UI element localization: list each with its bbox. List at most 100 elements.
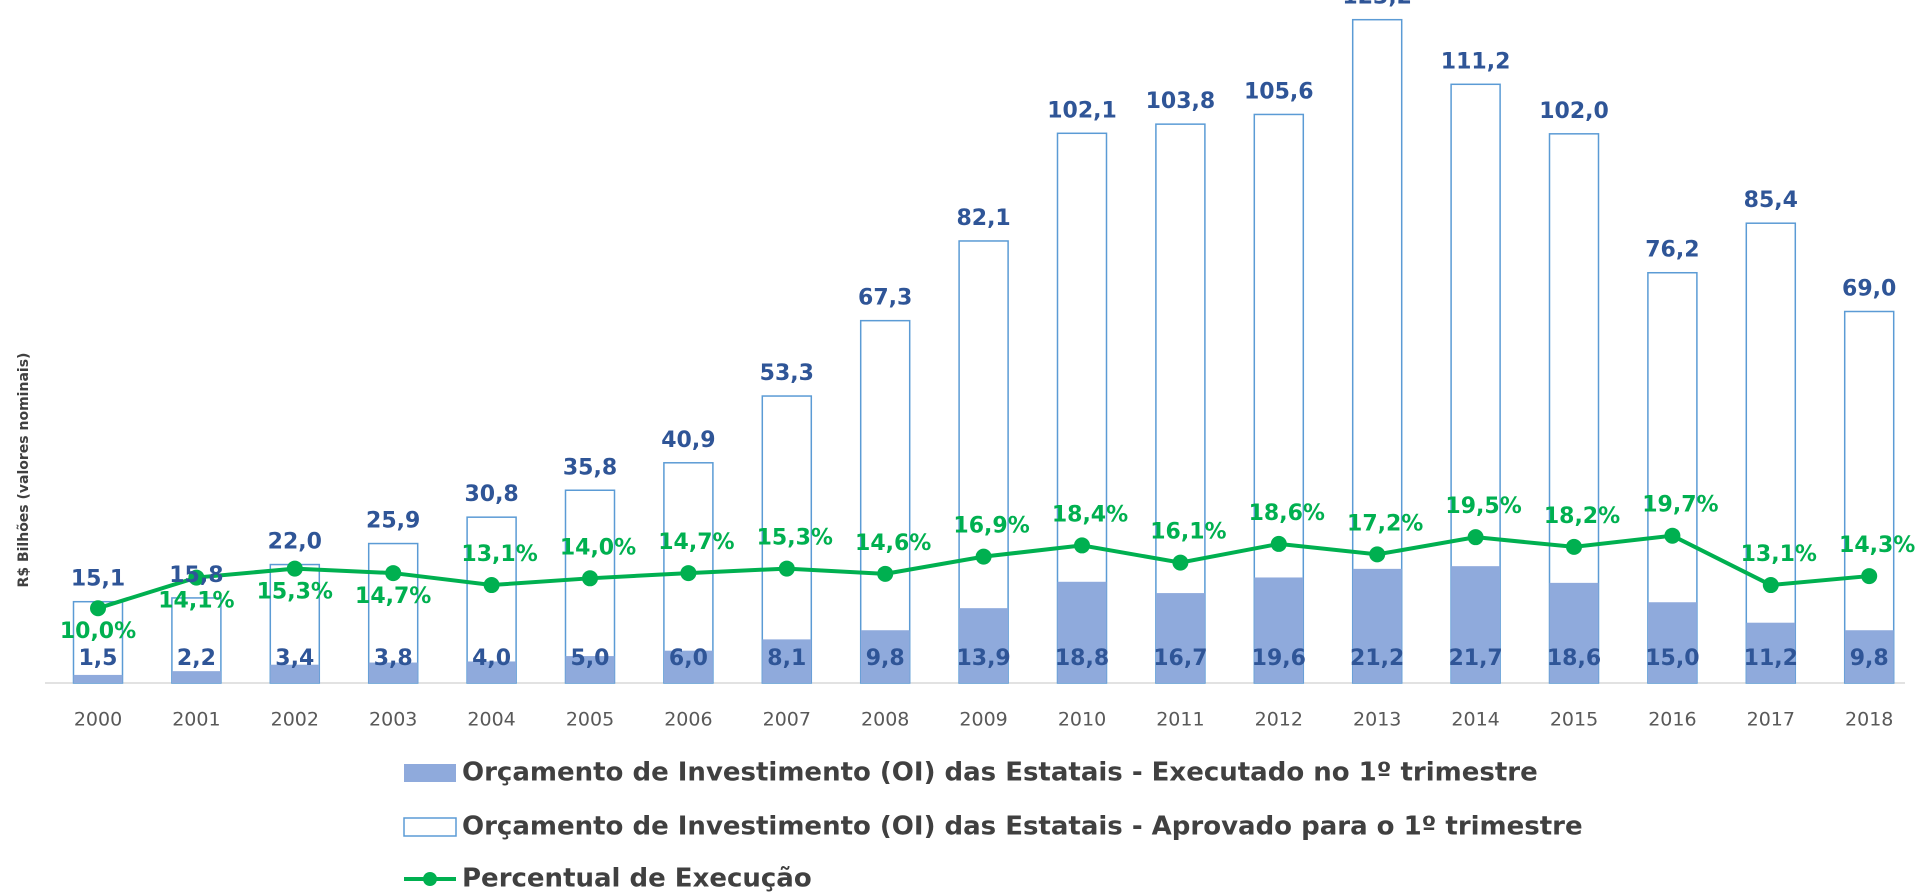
approved-label: 22,0 xyxy=(268,530,322,555)
x-tick-label: 2005 xyxy=(566,709,614,731)
executed-label: 4,0 xyxy=(472,646,511,671)
legend-label: Percentual de Execução xyxy=(462,864,812,894)
percent-dot xyxy=(1664,527,1681,544)
approved-label: 76,2 xyxy=(1645,238,1699,263)
executed-bar xyxy=(368,662,418,683)
percent-dot xyxy=(385,565,402,582)
executed-bar xyxy=(959,608,1009,683)
x-tick-label: 2017 xyxy=(1747,709,1795,731)
executed-bar xyxy=(860,630,910,683)
executed-label: 3,4 xyxy=(275,646,314,671)
approved-label: 15,8 xyxy=(169,563,223,588)
executed-bar xyxy=(1746,622,1796,683)
approved-bar xyxy=(859,319,911,684)
executed-label: 8,1 xyxy=(767,646,806,671)
executed-bar xyxy=(565,656,615,683)
percent-dot xyxy=(1467,529,1484,546)
percent-label: 13,1% xyxy=(461,542,537,567)
x-tick-label: 2009 xyxy=(959,709,1007,731)
x-tick-label: 2012 xyxy=(1255,709,1303,731)
x-tick-label: 2002 xyxy=(271,709,319,731)
approved-label: 123,2 xyxy=(1342,0,1412,10)
executed-bar xyxy=(1844,630,1894,683)
x-tick-label: 2011 xyxy=(1156,709,1204,731)
percent-label: 13,1% xyxy=(1741,542,1817,567)
executed-bar xyxy=(1451,566,1501,683)
percent-dot xyxy=(286,560,303,577)
percent-label: 19,7% xyxy=(1642,493,1718,518)
executed-bar xyxy=(467,661,517,683)
y-axis-label: R$ Bilhões (valores nominais) xyxy=(16,353,32,588)
percent-dot xyxy=(975,548,992,565)
legend-label: Orçamento de Investimento (OI) das Estat… xyxy=(462,812,1583,842)
percent-label: 16,9% xyxy=(953,514,1029,539)
percent-label: 18,2% xyxy=(1544,504,1620,529)
executed-label: 11,2 xyxy=(1744,646,1798,671)
executed-label: 18,8 xyxy=(1055,646,1109,671)
percent-label: 14,3% xyxy=(1839,533,1915,558)
legend-label: Orçamento de Investimento (OI) das Estat… xyxy=(462,758,1538,788)
approved-label: 67,3 xyxy=(858,286,912,311)
percent-dot xyxy=(680,565,697,582)
executed-label: 15,0 xyxy=(1645,646,1699,671)
executed-label: 21,2 xyxy=(1350,646,1404,671)
approved-label: 102,0 xyxy=(1539,99,1609,124)
x-tick-label: 2003 xyxy=(369,709,417,731)
executed-label: 9,8 xyxy=(866,646,905,671)
approved-bar xyxy=(466,516,517,684)
percent-label: 14,6% xyxy=(855,531,931,556)
approved-label: 30,8 xyxy=(464,482,518,507)
percent-dot xyxy=(1566,538,1582,555)
legend-marker xyxy=(423,872,437,886)
percent-dot xyxy=(483,577,500,594)
percent-dot xyxy=(1074,537,1090,554)
approved-label: 53,3 xyxy=(760,361,814,386)
percent-label: 15,3% xyxy=(257,580,333,605)
percent-dot xyxy=(90,600,106,617)
x-tick-label: 2006 xyxy=(664,709,712,731)
x-tick-label: 2008 xyxy=(861,709,909,731)
approved-bar xyxy=(1155,123,1206,684)
executed-bar xyxy=(73,674,123,683)
x-tick-label: 2015 xyxy=(1550,709,1598,731)
x-tick-label: 2018 xyxy=(1845,709,1893,731)
percent-label: 16,1% xyxy=(1150,520,1226,545)
executed-bar xyxy=(1549,582,1599,683)
legend-marker xyxy=(404,764,456,782)
legend-marker xyxy=(403,817,457,837)
executed-bar xyxy=(1352,568,1402,683)
approved-bar xyxy=(761,395,813,684)
x-tick-label: 2014 xyxy=(1451,709,1499,731)
percent-label: 14,0% xyxy=(560,535,636,560)
percent-dot xyxy=(877,565,894,582)
executed-bar xyxy=(1057,581,1107,683)
executed-bar xyxy=(1155,593,1205,683)
executed-bar xyxy=(270,664,320,683)
x-tick-label: 2010 xyxy=(1058,709,1106,731)
percent-dot xyxy=(1172,554,1189,571)
approved-label: 15,1 xyxy=(71,567,125,592)
approved-label: 111,2 xyxy=(1441,49,1511,74)
percent-dot xyxy=(188,569,205,586)
executed-label: 18,6 xyxy=(1547,646,1601,671)
percent-label: 18,6% xyxy=(1249,501,1325,526)
executed-label: 19,6 xyxy=(1252,646,1306,671)
executed-label: 9,8 xyxy=(1850,646,1889,671)
executed-bar xyxy=(171,671,221,683)
executed-bar xyxy=(663,650,713,683)
percent-label: 14,7% xyxy=(658,530,734,555)
approved-bar xyxy=(1843,310,1895,684)
approved-label: 82,1 xyxy=(956,206,1010,231)
percent-dot xyxy=(582,570,598,587)
percent-label: 17,2% xyxy=(1347,511,1423,536)
percent-dot xyxy=(778,560,795,577)
approved-label: 40,9 xyxy=(661,428,715,453)
approved-label: 69,0 xyxy=(1842,277,1896,302)
x-tick-label: 2016 xyxy=(1648,709,1696,731)
x-tick-label: 2013 xyxy=(1353,709,1401,731)
x-tick-label: 2004 xyxy=(467,709,515,731)
percent-dot xyxy=(1861,568,1878,585)
approved-bar xyxy=(171,597,222,684)
approved-label: 85,4 xyxy=(1744,188,1798,213)
